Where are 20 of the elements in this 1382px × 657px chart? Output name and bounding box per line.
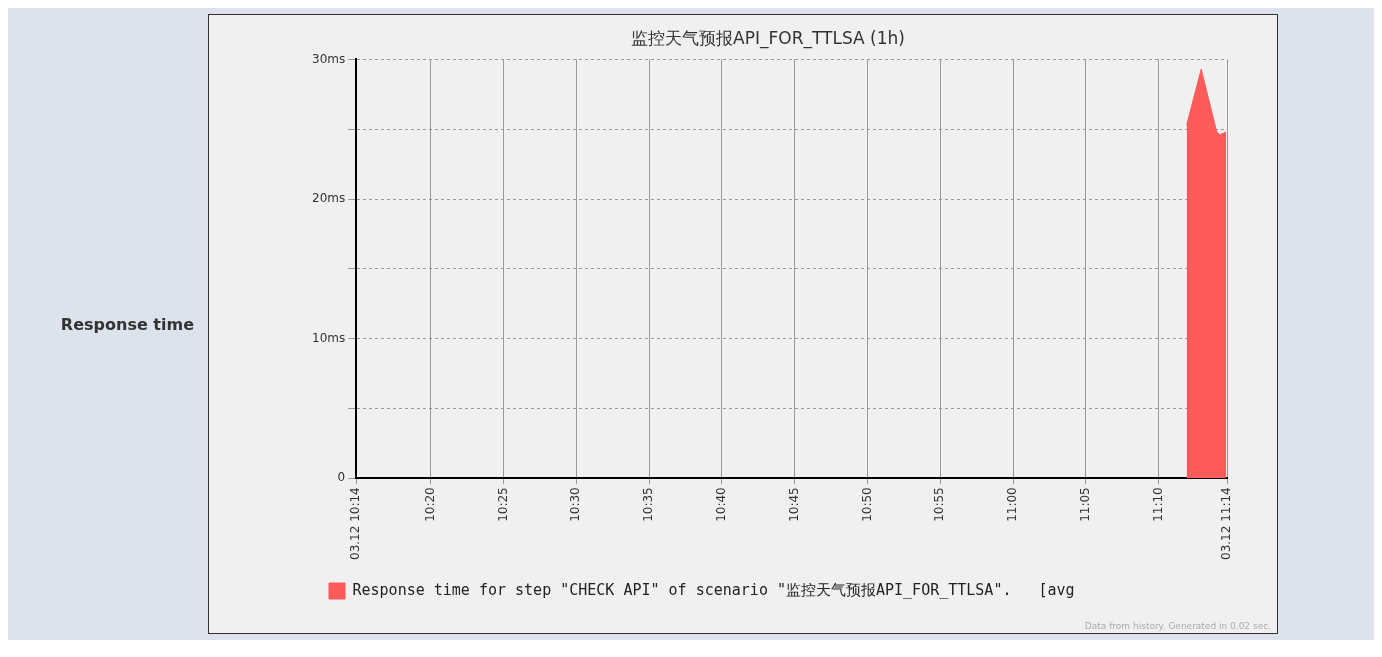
y-tick-label: 0: [337, 470, 346, 485]
x-tick-label: 03.12 10:14: [348, 487, 363, 560]
chart-title: 监控天气预报API_FOR_TTLSA (1h): [631, 27, 905, 49]
x-tick-label: 11:05: [1077, 487, 1092, 522]
x-tick-label: 10:50: [859, 487, 874, 522]
x-tick-label: 10:25: [495, 487, 510, 522]
x-tick-label: 03.12 11:14: [1219, 487, 1234, 560]
x-tick-label: 10:55: [932, 487, 947, 522]
y-tick-label: 30ms: [311, 51, 346, 66]
x-tick-label: 10:20: [422, 487, 437, 522]
x-tick-label: 11:00: [1005, 487, 1020, 522]
x-tick-label: 10:40: [714, 487, 729, 522]
legend-label: Response time for step "CHECK API" of scenario "监控天气预报API_FOR_TTLSA". [avg: [352, 580, 1075, 599]
y-tick-label: 20ms: [311, 191, 346, 206]
x-tick-label: 10:30: [568, 487, 583, 522]
x-tick-label: 10:35: [641, 487, 656, 522]
x-tick-label: 11:10: [1150, 487, 1165, 522]
text: Response time: [59, 313, 195, 336]
y-tick-label: 10ms: [311, 330, 346, 345]
x-tick-label: 10:45: [786, 487, 801, 522]
